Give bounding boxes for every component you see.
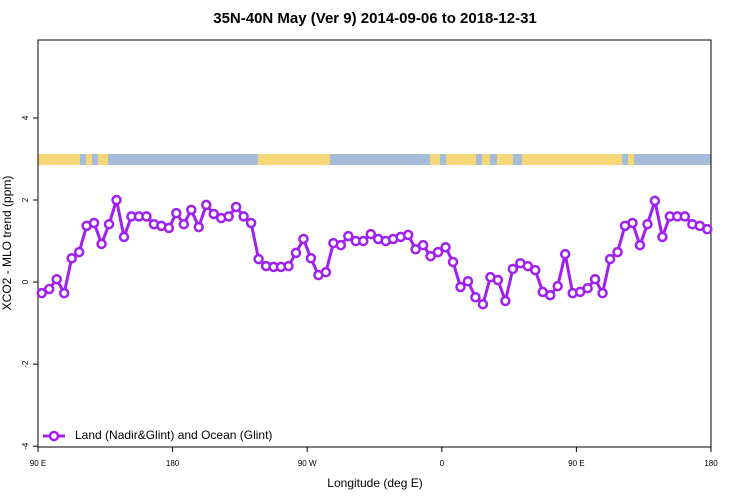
data-point [470, 291, 481, 303]
data-point [283, 260, 294, 272]
data-point [141, 211, 152, 222]
data-point [103, 218, 115, 230]
data-point [230, 201, 242, 213]
data-point [245, 217, 257, 229]
legend-marker [48, 430, 60, 442]
data-point [320, 266, 332, 278]
x-tick-label: 90 E [568, 459, 584, 468]
data-point [73, 246, 85, 258]
data-point [111, 194, 122, 206]
data-point [88, 217, 100, 229]
data-point [462, 275, 474, 287]
data-point [477, 298, 489, 310]
data-point [657, 231, 668, 243]
data-point [51, 273, 62, 285]
data-point [193, 221, 205, 233]
data-point [410, 243, 421, 255]
data-point [178, 218, 190, 230]
data-point [702, 223, 713, 235]
legend-label: Land (Nadir&Glint) and Ocean (Glint) [75, 428, 272, 442]
y-tick-label: 0 [21, 279, 30, 284]
x-tick-label: 180 [166, 459, 180, 468]
y-tick-label: -4 [21, 442, 30, 450]
data-point [66, 253, 77, 264]
data-point [118, 231, 130, 243]
data-point [201, 199, 212, 211]
data-point [290, 247, 302, 259]
data-point [597, 287, 608, 299]
data-point [365, 228, 377, 240]
data-point [642, 218, 653, 230]
x-tick-label: 90 W [298, 459, 317, 468]
data-point [36, 287, 47, 299]
data-point [447, 256, 459, 268]
data-point [649, 195, 661, 207]
data-point [402, 229, 414, 241]
data-point [522, 260, 534, 272]
plot-frame [37, 39, 712, 448]
data-point [604, 253, 616, 265]
chart-title: 35N-40N May (Ver 9) 2014-09-06 to 2018-1… [213, 10, 537, 27]
data-point [552, 280, 563, 292]
data-point [58, 287, 70, 299]
y-tick-label: 4 [21, 115, 30, 120]
data-point [432, 246, 444, 258]
data-point [43, 283, 55, 295]
y-tick-label: -2 [21, 360, 30, 368]
data-point [171, 207, 182, 219]
data-point [544, 289, 556, 301]
data-point [223, 211, 234, 222]
data-point [455, 281, 466, 293]
data-point [425, 250, 436, 262]
data-point [305, 253, 317, 264]
land-ocean-strip [38, 154, 711, 165]
data-point [612, 246, 623, 258]
data-point [559, 248, 571, 260]
data-point [530, 264, 541, 276]
x-tick-label: 180 [704, 459, 718, 468]
data-point [507, 263, 519, 275]
data-point [492, 274, 504, 286]
data-point [208, 208, 219, 220]
data-point [238, 211, 249, 222]
data-point [634, 239, 646, 251]
data-point [358, 235, 369, 247]
x-axis-label: Longitude (deg E) [327, 476, 422, 490]
data-point [417, 239, 429, 251]
y-tick-label: 2 [21, 197, 30, 202]
data-point [627, 217, 638, 229]
data-point [253, 253, 264, 265]
data-point [335, 239, 347, 251]
data-point [163, 222, 175, 234]
data-point [582, 282, 593, 294]
data-point [186, 204, 197, 216]
data-point [298, 233, 309, 245]
data-point [589, 273, 601, 285]
data-point [343, 230, 354, 242]
data-point [440, 241, 451, 253]
x-tick-label: 0 [440, 459, 445, 468]
data-point [96, 238, 107, 250]
y-axis-label: XCO2 - MLO trend (ppm) [0, 176, 14, 311]
data-point [679, 211, 691, 222]
data-point [500, 295, 511, 307]
x-tick-label: 90 E [30, 459, 46, 468]
